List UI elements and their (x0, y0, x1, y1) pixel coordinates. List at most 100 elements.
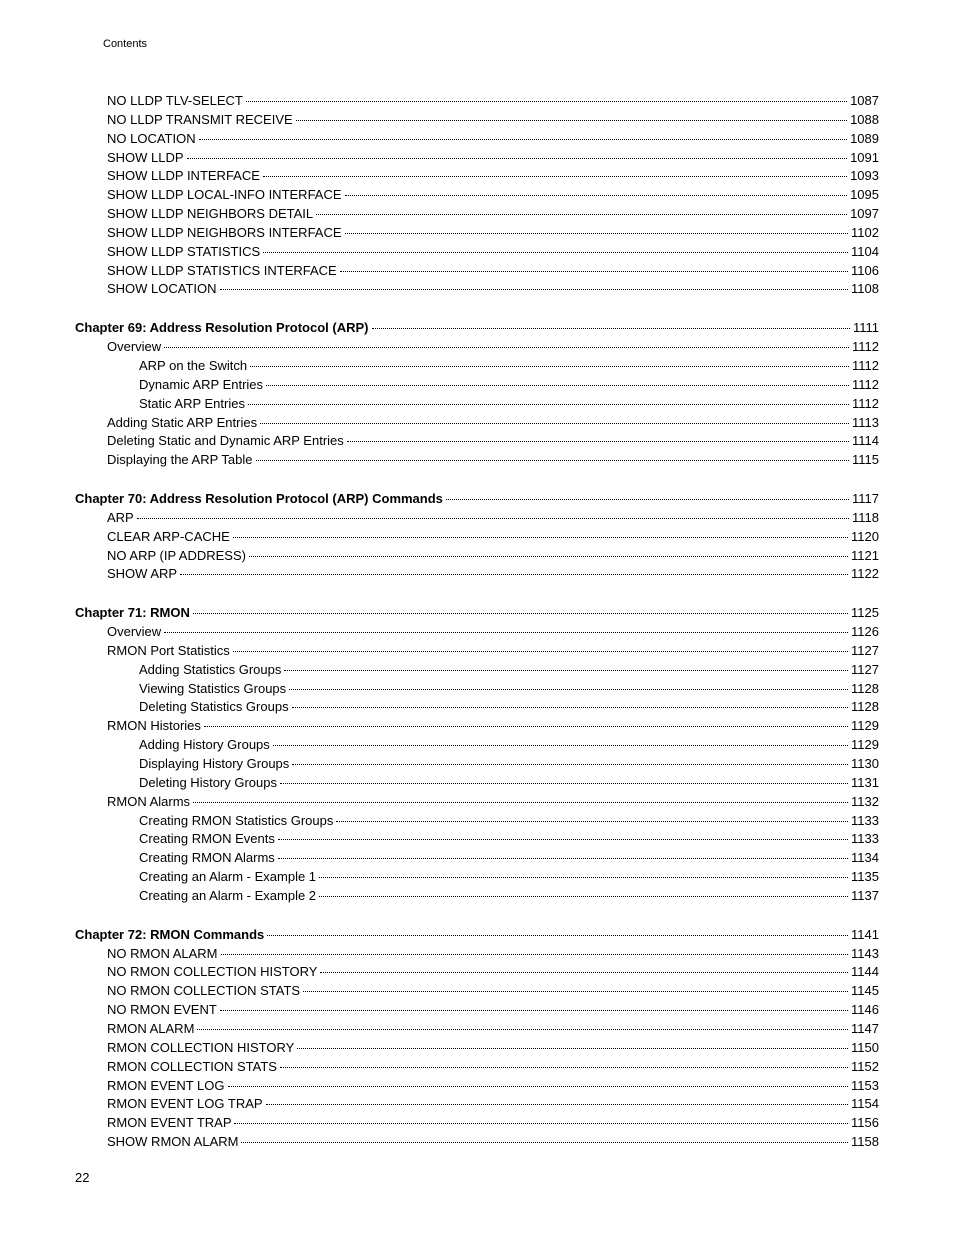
toc-entry-page: 1143 (851, 945, 879, 964)
toc-entry-page: 1137 (851, 887, 879, 906)
toc-leader-dots (204, 726, 848, 727)
toc-entry-label: CLEAR ARP-CACHE (107, 528, 230, 547)
toc-entry-page: 1108 (851, 280, 879, 299)
toc-entry-page: 1087 (850, 92, 879, 111)
toc-entry: ARP 1118 (107, 509, 879, 528)
toc-entry-label: Adding Statistics Groups (139, 661, 281, 680)
toc-entry-page: 1112 (852, 338, 879, 357)
toc-leader-dots (284, 670, 848, 671)
toc-leader-dots (250, 366, 849, 367)
toc-leader-dots (234, 1123, 848, 1124)
toc-entry: Chapter 72: RMON Commands 1141 (75, 926, 879, 945)
toc-entry-label: Deleting Statistics Groups (139, 698, 289, 717)
toc-leader-dots (221, 954, 849, 955)
toc-entry: NO RMON COLLECTION HISTORY1144 (107, 963, 879, 982)
toc-entry: Creating RMON Statistics Groups1133 (139, 812, 879, 831)
toc-entry: Chapter 70: Address Resolution Protocol … (75, 490, 879, 509)
toc-entry-page: 1088 (850, 111, 879, 130)
toc-entry-page: 1131 (851, 774, 879, 793)
toc-entry: Deleting History Groups1131 (139, 774, 879, 793)
toc-entry-label: RMON COLLECTION STATS (107, 1058, 277, 1077)
toc-entry: Overview1112 (107, 338, 879, 357)
toc-entry: NO RMON COLLECTION STATS1145 (107, 982, 879, 1001)
toc-entry-page: 1095 (850, 186, 879, 205)
toc-entry-label: SHOW LOCATION (107, 280, 217, 299)
toc-leader-dots (164, 632, 848, 633)
toc-entry-label: Chapter 71: RMON (75, 604, 190, 623)
toc-entry-page: 1125 (851, 604, 879, 623)
toc-entry-page: 1117 (852, 490, 879, 509)
toc-entry-label: SHOW LLDP NEIGHBORS DETAIL (107, 205, 313, 224)
toc-entry-label: SHOW LLDP NEIGHBORS INTERFACE (107, 224, 342, 243)
toc-entry-page: 1097 (850, 205, 879, 224)
toc-leader-dots (228, 1086, 849, 1087)
toc-entry-page: 1120 (851, 528, 879, 547)
toc-entry-page: 1118 (852, 509, 879, 528)
toc-entry-label: SHOW LLDP LOCAL-INFO INTERFACE (107, 186, 342, 205)
toc-entry-page: 1126 (851, 623, 879, 642)
toc-entry: RMON Alarms1132 (107, 793, 879, 812)
toc-entry-label: Deleting Static and Dynamic ARP Entries (107, 432, 344, 451)
toc-leader-dots (164, 347, 849, 348)
toc-leader-dots (303, 991, 848, 992)
toc-entry-page: 1146 (851, 1001, 879, 1020)
toc-entry-label: RMON COLLECTION HISTORY (107, 1039, 294, 1058)
toc-section: Chapter 71: RMON 1125Overview1126RMON Po… (75, 604, 879, 906)
toc-entry: Chapter 69: Address Resolution Protocol … (75, 319, 879, 338)
toc-entry-page: 1133 (851, 830, 879, 849)
toc-entry-page: 1122 (851, 565, 879, 584)
toc-entry-page: 1158 (851, 1133, 879, 1152)
toc-entry: SHOW LOCATION 1108 (107, 280, 879, 299)
toc-entry: Adding Statistics Groups1127 (139, 661, 879, 680)
toc-leader-dots (193, 613, 848, 614)
toc-entry-label: NO RMON EVENT (107, 1001, 217, 1020)
toc-leader-dots (316, 214, 847, 215)
toc-entry-page: 1089 (850, 130, 879, 149)
toc-entry-label: Creating an Alarm - Example 1 (139, 868, 316, 887)
toc-leader-dots (345, 233, 849, 234)
toc-entry: SHOW LLDP INTERFACE1093 (107, 167, 879, 186)
toc-entry-label: Adding Static ARP Entries (107, 414, 257, 433)
toc-entry-label: Viewing Statistics Groups (139, 680, 286, 699)
toc-entry-page: 1091 (850, 149, 879, 168)
toc-leader-dots (199, 139, 847, 140)
toc-entry-page: 1115 (852, 451, 879, 470)
toc-entry: RMON ALARM1147 (107, 1020, 879, 1039)
toc-entry-label: Chapter 72: RMON Commands (75, 926, 264, 945)
toc-entry-label: Displaying the ARP Table (107, 451, 253, 470)
toc-entry: RMON Histories1129 (107, 717, 879, 736)
toc-leader-dots (319, 877, 848, 878)
toc-entry-label: Overview (107, 623, 161, 642)
toc-entry: SHOW LLDP STATISTICS INTERFACE1106 (107, 262, 879, 281)
toc-leader-dots (193, 802, 848, 803)
toc-leader-dots (187, 158, 848, 159)
toc-entry-label: NO RMON COLLECTION STATS (107, 982, 300, 1001)
toc-leader-dots (292, 707, 848, 708)
toc-entry: SHOW LLDP1091 (107, 149, 879, 168)
toc-entry-label: SHOW ARP (107, 565, 177, 584)
toc-entry: Creating an Alarm - Example 1 1135 (139, 868, 879, 887)
toc-leader-dots (278, 839, 848, 840)
toc-entry: Creating RMON Alarms1134 (139, 849, 879, 868)
toc-leader-dots (446, 499, 849, 500)
toc-entry: SHOW RMON ALARM1158 (107, 1133, 879, 1152)
toc-leader-dots (249, 556, 848, 557)
toc-leader-dots (246, 101, 847, 102)
toc-entry-page: 1128 (851, 698, 879, 717)
toc-entry: Adding Static ARP Entries1113 (107, 414, 879, 433)
toc-entry-label: RMON EVENT LOG (107, 1077, 225, 1096)
toc-entry-label: NO LLDP TLV-SELECT (107, 92, 243, 111)
toc-leader-dots (241, 1142, 848, 1143)
toc-entry: Displaying History Groups1130 (139, 755, 879, 774)
toc-entry-label: RMON ALARM (107, 1020, 194, 1039)
toc-entry-label: NO ARP (IP ADDRESS) (107, 547, 246, 566)
toc-entry-page: 1112 (852, 357, 879, 376)
toc-entry-page: 1135 (851, 868, 879, 887)
toc-entry-page: 1093 (850, 167, 879, 186)
toc-section: Chapter 69: Address Resolution Protocol … (75, 319, 879, 470)
toc-entry: ARP on the Switch1112 (139, 357, 879, 376)
toc-section: Chapter 70: Address Resolution Protocol … (75, 490, 879, 584)
toc-entry: RMON EVENT LOG1153 (107, 1077, 879, 1096)
toc-entry-label: Dynamic ARP Entries (139, 376, 263, 395)
toc-leader-dots (292, 764, 848, 765)
